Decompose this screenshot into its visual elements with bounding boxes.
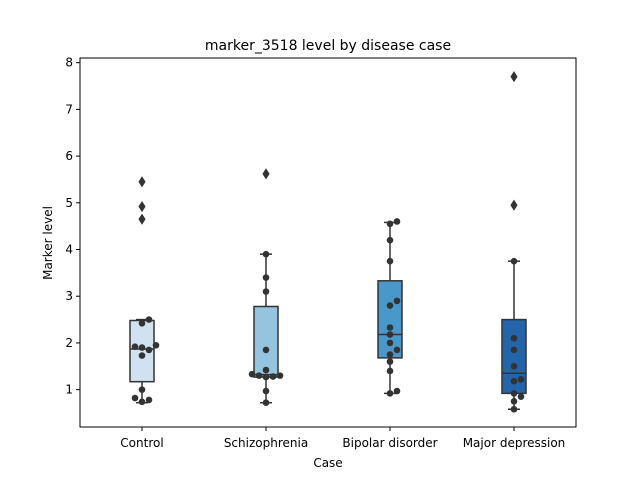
- data-point: [262, 366, 270, 374]
- data-point: [517, 393, 525, 400]
- x-tick-label: Major depression: [463, 436, 566, 450]
- data-point: [386, 390, 394, 397]
- data-point: [510, 334, 518, 342]
- y-tick-label: 5: [65, 196, 73, 210]
- data-point: [131, 394, 139, 402]
- data-point: [262, 274, 270, 281]
- data-point: [386, 324, 394, 331]
- y-tick-label: 7: [65, 102, 73, 116]
- data-point: [386, 358, 394, 365]
- data-point: [131, 343, 139, 350]
- y-tick-label: 3: [65, 289, 73, 303]
- data-point: [152, 341, 160, 349]
- plot-area: 1 2 3 4 5 6 7 8 Control Schizophrenia Bipolar diso…: [65, 56, 565, 450]
- data-point: [255, 372, 263, 379]
- y-tick-label: 6: [65, 149, 73, 163]
- data-point: [138, 386, 146, 393]
- data-point: [386, 367, 394, 375]
- data-point: [145, 396, 153, 404]
- outlier-marker: [138, 200, 146, 213]
- data-point: [386, 351, 394, 358]
- x-axis-label: Case: [313, 456, 342, 470]
- chart-title: marker_3518 level by disease case: [205, 38, 451, 54]
- data-point: [510, 362, 518, 370]
- data-point: [393, 387, 401, 395]
- data-point: [262, 387, 270, 395]
- data-point: [138, 398, 146, 406]
- outlier-marker: [510, 71, 518, 83]
- data-point: [386, 220, 394, 228]
- y-tick-label: 1: [65, 383, 73, 397]
- data-point: [517, 376, 525, 383]
- outlier-marker: [262, 168, 270, 180]
- data-point: [510, 398, 518, 405]
- outlier-marker: [138, 213, 146, 225]
- data-point: [145, 346, 153, 354]
- axes-frame: [79, 57, 577, 428]
- data-point: [262, 399, 270, 407]
- y-tick-label: 8: [65, 56, 73, 70]
- data-point: [393, 297, 401, 305]
- y-axis-label: Marker level: [41, 206, 55, 280]
- data-point: [262, 346, 270, 354]
- data-point: [510, 405, 518, 413]
- data-point: [145, 316, 153, 323]
- outlier-marker: [510, 199, 518, 211]
- data-point: [138, 344, 146, 351]
- data-point: [393, 346, 401, 354]
- data-point: [138, 320, 146, 327]
- outlier-marker: [138, 176, 146, 188]
- data-point: [276, 372, 284, 379]
- data-point: [386, 236, 394, 244]
- data-point: [269, 373, 277, 380]
- x-tick-label: Control: [120, 436, 163, 450]
- data-point: [510, 390, 518, 397]
- y-tick-label: 4: [65, 243, 73, 257]
- x-tick-label: Schizophrenia: [224, 436, 308, 450]
- data-point: [510, 257, 518, 265]
- x-tick-label: Bipolar disorder: [342, 436, 437, 450]
- data-point: [386, 302, 394, 309]
- data-point: [138, 352, 146, 359]
- box-iqr: [377, 280, 403, 359]
- data-point: [262, 288, 270, 295]
- data-point: [393, 218, 401, 225]
- data-point: [262, 373, 270, 381]
- data-point: [386, 257, 394, 265]
- data-point: [248, 370, 256, 378]
- data-point: [386, 331, 394, 338]
- box-iqr: [253, 305, 279, 378]
- y-tick-label: 2: [65, 336, 73, 350]
- data-point: [386, 339, 394, 347]
- data-point: [510, 346, 518, 354]
- data-point: [510, 377, 518, 385]
- data-point: [262, 250, 270, 258]
